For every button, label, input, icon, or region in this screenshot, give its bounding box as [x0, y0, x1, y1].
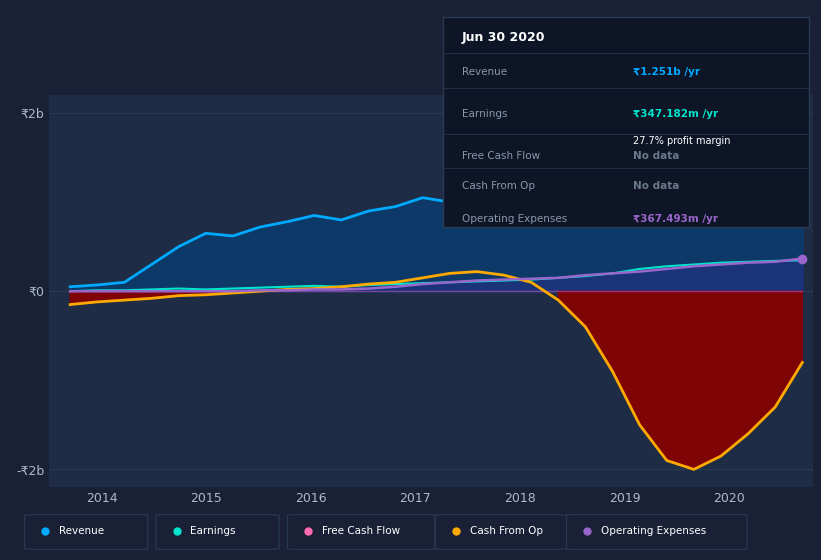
- Text: Jun 30 2020: Jun 30 2020: [461, 31, 545, 44]
- Text: Earnings: Earnings: [461, 109, 507, 119]
- Text: Earnings: Earnings: [190, 526, 236, 536]
- Text: 27.7% profit margin: 27.7% profit margin: [633, 137, 731, 147]
- Text: ₹367.493m /yr: ₹367.493m /yr: [633, 214, 718, 224]
- Text: Operating Expenses: Operating Expenses: [461, 214, 566, 224]
- Text: Revenue: Revenue: [461, 67, 507, 77]
- Text: Operating Expenses: Operating Expenses: [601, 526, 706, 536]
- Text: Cash From Op: Cash From Op: [461, 180, 534, 190]
- Text: Revenue: Revenue: [59, 526, 104, 536]
- Text: No data: No data: [633, 180, 680, 190]
- Text: ₹1.251b /yr: ₹1.251b /yr: [633, 67, 700, 77]
- Text: No data: No data: [633, 151, 680, 161]
- Text: ₹347.182m /yr: ₹347.182m /yr: [633, 109, 718, 119]
- Text: Cash From Op: Cash From Op: [470, 526, 543, 536]
- Text: Free Cash Flow: Free Cash Flow: [461, 151, 539, 161]
- Text: Free Cash Flow: Free Cash Flow: [322, 526, 400, 536]
